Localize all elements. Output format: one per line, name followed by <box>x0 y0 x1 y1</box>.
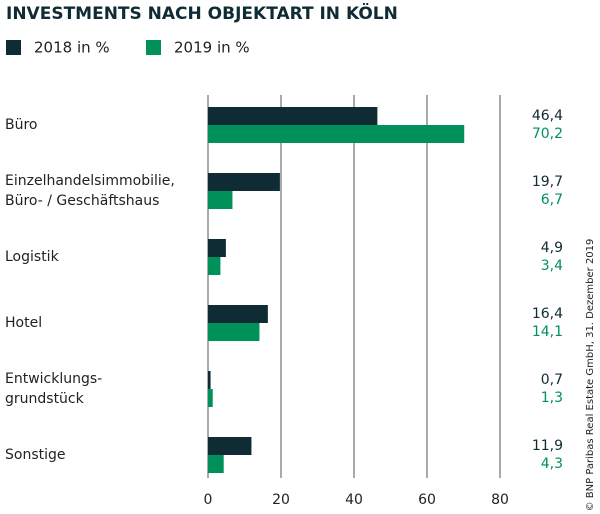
bar <box>208 191 233 209</box>
category-label: Sonstige <box>5 447 66 463</box>
bar <box>208 371 211 389</box>
legend-swatch <box>6 40 21 55</box>
x-tick-label: 60 <box>418 492 436 508</box>
category-label: grundstück <box>5 391 85 407</box>
bar <box>208 173 280 191</box>
value-label: 4,9 <box>541 240 563 256</box>
value-label: 16,4 <box>532 306 563 322</box>
value-label: 6,7 <box>541 192 563 208</box>
bar <box>208 305 268 323</box>
bar <box>208 389 213 407</box>
legend-label: 2018 in % <box>34 39 110 57</box>
bar <box>208 455 224 473</box>
category-label: Hotel <box>5 315 42 331</box>
category-label: Büro <box>5 117 38 133</box>
bar <box>208 125 465 143</box>
value-label: 3,4 <box>541 258 563 274</box>
bar <box>208 257 221 275</box>
bar <box>208 239 226 257</box>
x-tick-label: 20 <box>272 492 290 508</box>
category-label: Logistik <box>5 249 60 265</box>
value-label: 46,4 <box>532 108 563 124</box>
value-label: 19,7 <box>532 174 563 190</box>
category-label: Büro- / Geschäftshaus <box>5 193 159 209</box>
bar <box>208 437 252 455</box>
value-label: 70,2 <box>532 126 563 142</box>
bar <box>208 107 378 125</box>
x-tick-label: 0 <box>204 492 213 508</box>
value-label: 14,1 <box>532 324 563 340</box>
value-label: 11,9 <box>532 438 563 454</box>
source-note: © BNP Paribas Real Estate GmbH, 31. Deze… <box>585 239 596 512</box>
value-label: 4,3 <box>541 456 563 472</box>
category-label: Entwicklungs- <box>5 371 102 387</box>
legend-swatch <box>146 40 161 55</box>
x-tick-label: 80 <box>491 492 509 508</box>
category-label: Einzelhandelsimmobilie, <box>5 173 175 189</box>
legend-label: 2019 in % <box>174 39 250 57</box>
value-label: 1,3 <box>541 390 563 406</box>
value-label: 0,7 <box>541 372 563 388</box>
bar <box>208 323 260 341</box>
chart-title: INVESTMENTS NACH OBJEKTART IN KÖLN <box>6 2 398 24</box>
x-tick-label: 40 <box>345 492 363 508</box>
